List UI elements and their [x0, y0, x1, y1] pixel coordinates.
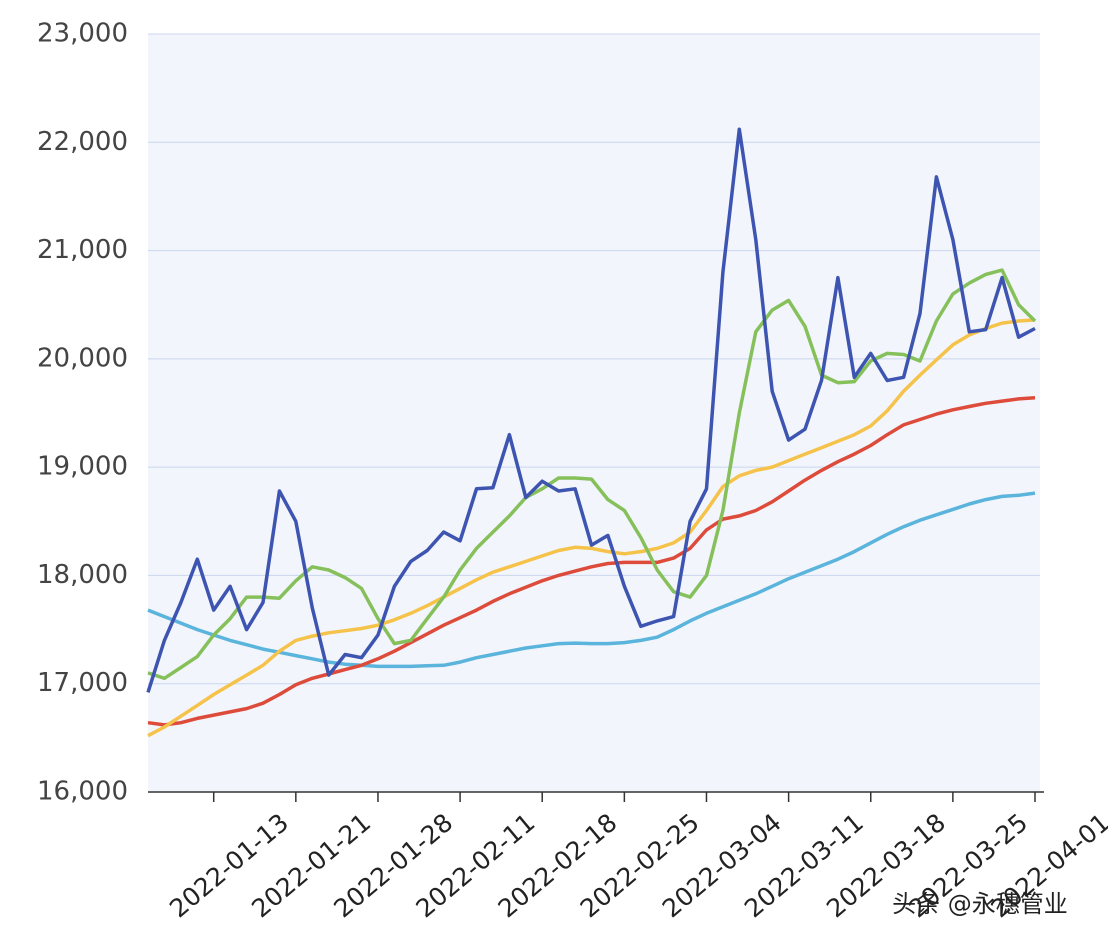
y-tick-label: 22,000: [37, 127, 128, 157]
y-tick-label: 20,000: [37, 343, 128, 373]
series-line: [147, 491, 1036, 669]
series-line: [147, 396, 1036, 727]
y-tick-label: 19,000: [37, 452, 128, 482]
y-tick-label: 16,000: [37, 777, 128, 807]
plot-area: [148, 34, 1040, 792]
y-tick-label: 18,000: [37, 560, 128, 590]
y-tick-label: 23,000: [37, 19, 128, 49]
y-tick-label: 17,000: [37, 668, 128, 698]
y-tick-label: 21,000: [37, 235, 128, 265]
series-line: [146, 127, 1036, 693]
watermark: 头条 @永穗管业: [892, 890, 1068, 918]
series-line: [147, 268, 1037, 681]
series-line: [147, 318, 1036, 738]
